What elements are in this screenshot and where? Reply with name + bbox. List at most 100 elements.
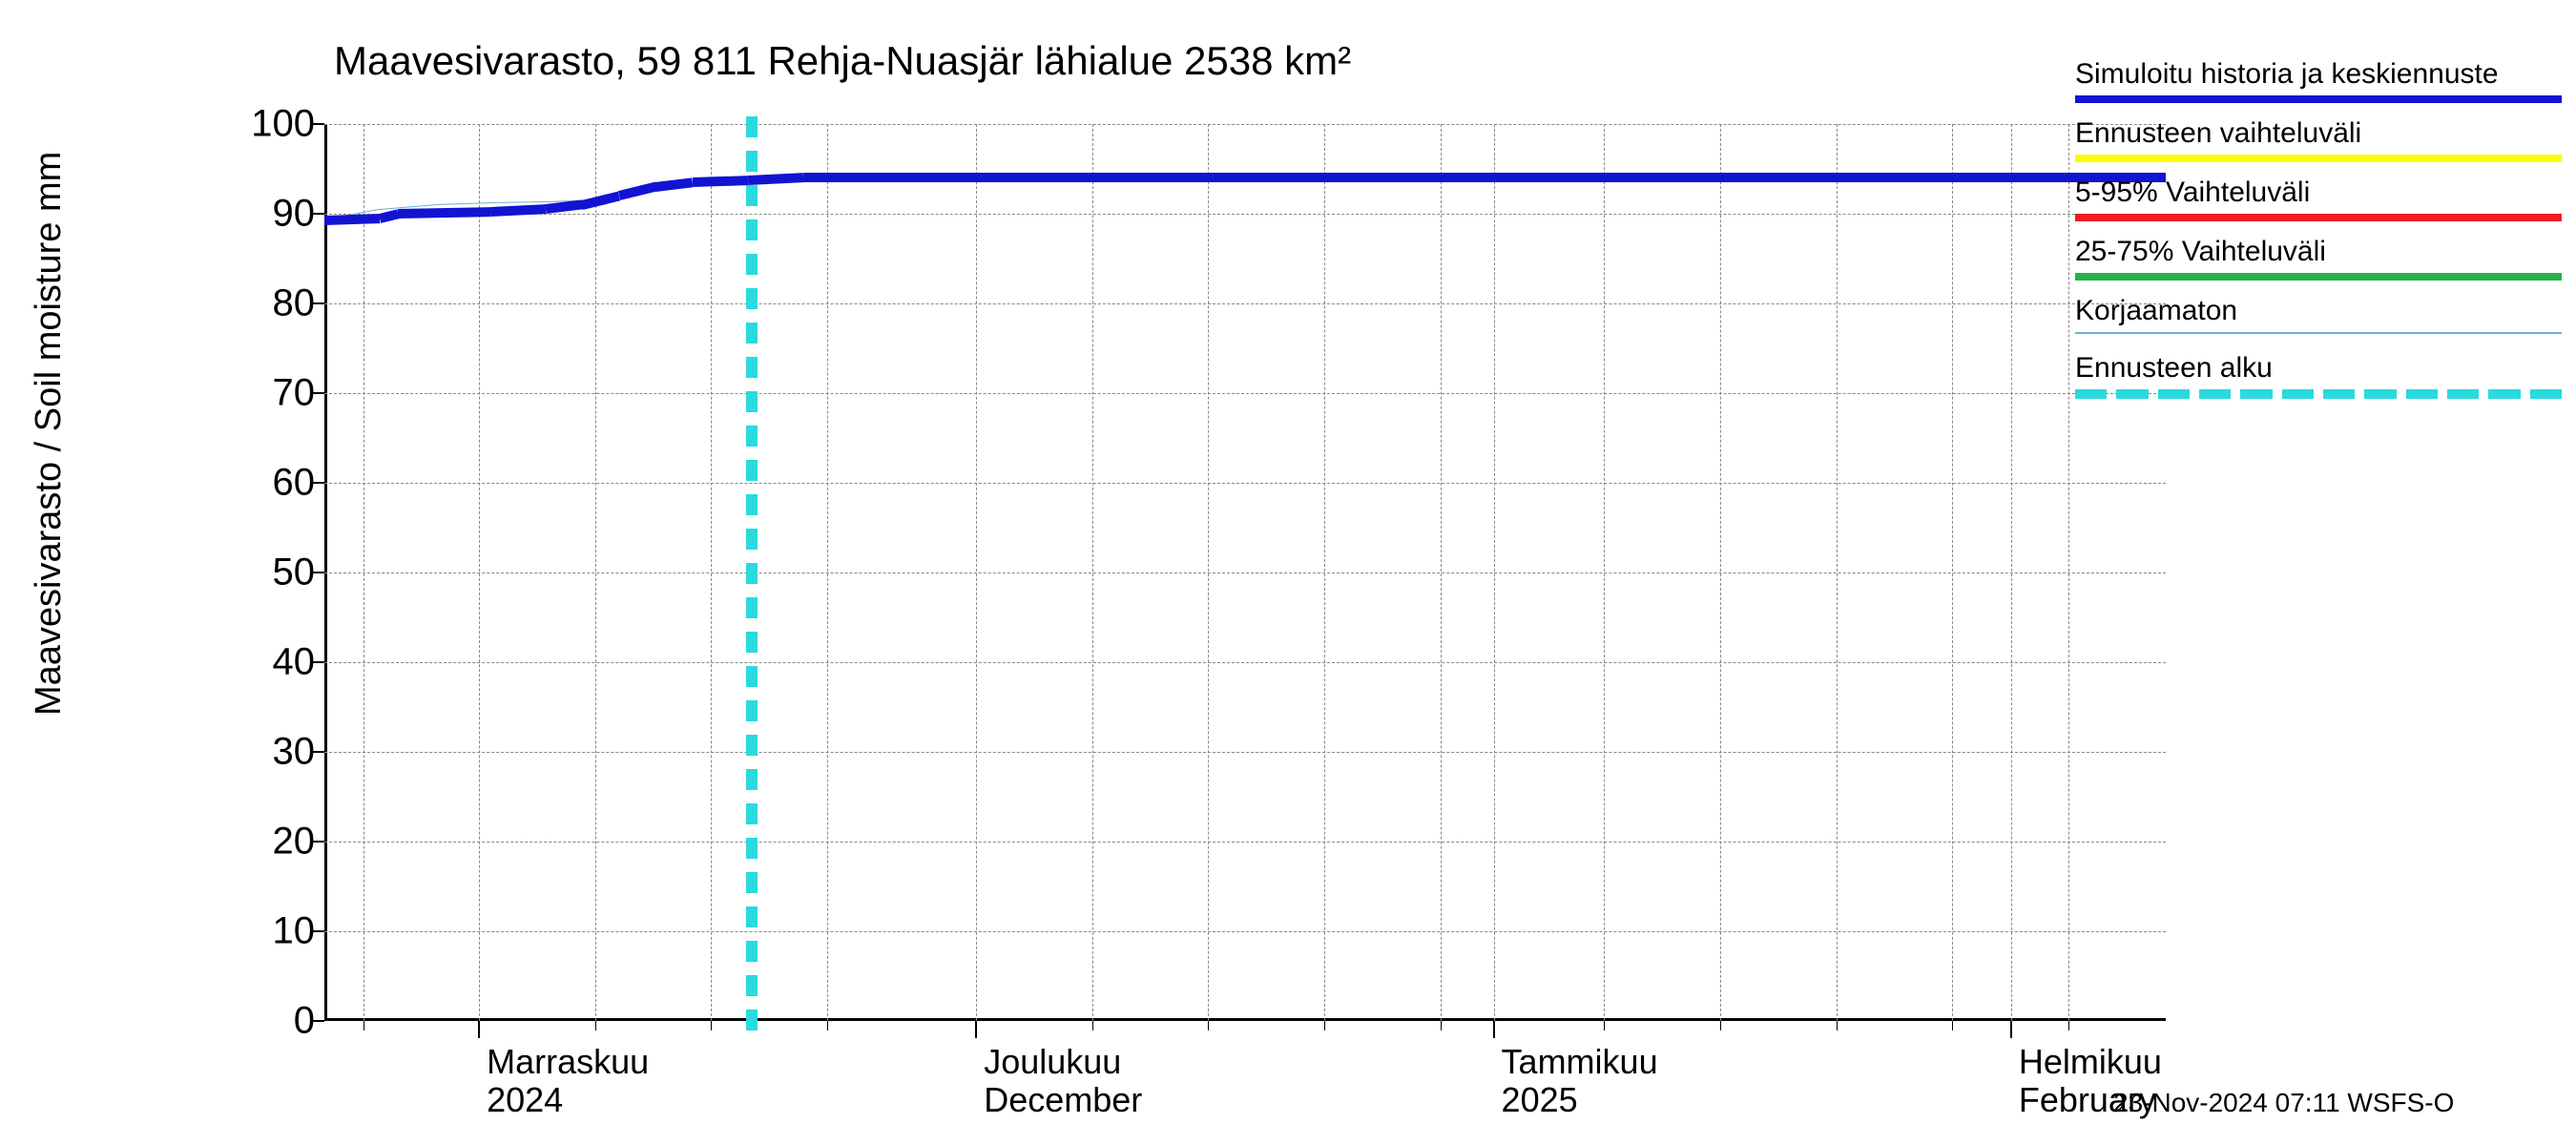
- legend-item: Simuloitu historia ja keskiennuste: [2075, 57, 2562, 103]
- gridline-h: [324, 662, 2166, 663]
- gridline-h: [324, 214, 2166, 215]
- gridline-v: [1604, 124, 1605, 1021]
- forecast-start-line: [746, 975, 758, 996]
- gridline-h: [324, 303, 2166, 304]
- xtick-minor: [1837, 1021, 1838, 1030]
- xaxis-month-label: Marraskuu: [487, 1042, 649, 1082]
- gridline-h: [324, 572, 2166, 573]
- forecast-start-line: [746, 803, 758, 824]
- gridline-v: [1837, 124, 1838, 1021]
- xtick-major: [2010, 1021, 2012, 1038]
- gridline-h: [324, 931, 2166, 932]
- series-main-segment: [748, 173, 803, 185]
- xtick-minor: [1092, 1021, 1093, 1030]
- xaxis-month-label: Tammikuu: [1502, 1042, 1658, 1082]
- xtick-minor: [711, 1021, 712, 1030]
- series-main-segment: [693, 176, 748, 187]
- xtick-minor: [1208, 1021, 1209, 1030]
- xtick-major: [478, 1021, 480, 1038]
- gridline-v: [1494, 124, 1495, 1021]
- legend-swatch: [2075, 95, 2562, 103]
- xtick-minor: [1324, 1021, 1325, 1030]
- forecast-start-line: [746, 185, 758, 206]
- forecast-start-line: [746, 426, 758, 447]
- gridline-v: [1092, 124, 1093, 1021]
- legend-item: 5-95% Vaihteluväli: [2075, 176, 2562, 221]
- chart-container: Maavesivarasto, 59 811 Rehja-Nuasjär läh…: [0, 0, 2576, 1145]
- gridline-v: [976, 124, 977, 1021]
- legend-label: 25-75% Vaihteluväli: [2075, 235, 2562, 269]
- legend-swatch: [2075, 155, 2562, 162]
- xtick-minor: [595, 1021, 596, 1030]
- ytick-label: 0: [239, 1000, 315, 1043]
- forecast-start-line: [746, 391, 758, 412]
- ytick-label: 90: [239, 193, 315, 236]
- legend-swatch: [2075, 214, 2562, 221]
- xtick-major: [975, 1021, 977, 1038]
- gridline-v: [2011, 124, 2012, 1021]
- gridline-h: [324, 124, 2166, 125]
- forecast-start-line: [746, 632, 758, 653]
- forecast-start-line: [746, 872, 758, 893]
- gridline-h: [324, 393, 2166, 394]
- gridline-v: [595, 124, 596, 1021]
- series-main-segment: [398, 207, 490, 219]
- xaxis-month-sublabel: 2024: [487, 1080, 563, 1120]
- gridline-h: [324, 842, 2166, 843]
- ytick-label: 30: [239, 731, 315, 774]
- xaxis-month-sublabel: December: [984, 1080, 1142, 1120]
- xaxis-month-label: Joulukuu: [984, 1042, 1121, 1082]
- ytick-label: 60: [239, 462, 315, 505]
- forecast-start-line: [746, 323, 758, 344]
- series-korj-segment: [490, 201, 546, 203]
- forecast-start-line: [746, 357, 758, 378]
- series-main-segment: [655, 177, 694, 192]
- series-korj-segment: [435, 202, 490, 205]
- legend-label: Simuloitu historia ja keskiennuste: [2075, 57, 2562, 92]
- gridline-v: [711, 124, 712, 1021]
- forecast-start-line: [746, 494, 758, 515]
- gridline-h: [324, 483, 2166, 484]
- xtick-major: [1493, 1021, 1495, 1038]
- forecast-start-line: [746, 116, 758, 137]
- ytick-label: 80: [239, 282, 315, 325]
- series-main-segment: [581, 191, 620, 209]
- forecast-start-line: [746, 700, 758, 721]
- legend-label: Ennusteen vaihteluväli: [2075, 116, 2562, 151]
- footer-timestamp: 23-Nov-2024 07:11 WSFS-O: [2113, 1088, 2454, 1118]
- series-main-segment: [379, 209, 400, 222]
- xtick-minor: [1952, 1021, 1953, 1030]
- legend-item: Ennusteen vaihteluväli: [2075, 116, 2562, 162]
- gridline-v: [2068, 124, 2069, 1021]
- forecast-start-line: [746, 906, 758, 927]
- chart-title: Maavesivarasto, 59 811 Rehja-Nuasjär läh…: [334, 38, 1351, 84]
- xtick-minor: [2068, 1021, 2069, 1030]
- forecast-start-line: [746, 666, 758, 687]
- legend-label: Ennusteen alku: [2075, 351, 2562, 385]
- ytick-label: 20: [239, 821, 315, 864]
- series-main-segment: [618, 182, 657, 200]
- xaxis-month-sublabel: 2025: [1502, 1080, 1578, 1120]
- xaxis-line: [324, 1018, 2166, 1021]
- forecast-start-line: [746, 254, 758, 275]
- gridline-v: [1441, 124, 1442, 1021]
- forecast-start-line: [746, 735, 758, 756]
- legend: Simuloitu historia ja keskiennuste Ennust…: [2075, 57, 2562, 412]
- gridline-v: [479, 124, 480, 1021]
- ytick-label: 40: [239, 641, 315, 684]
- ytick-label: 100: [239, 103, 315, 146]
- gridline-h: [324, 752, 2166, 753]
- yaxis-label: Maavesivarasto / Soil moisture mm: [29, 152, 70, 716]
- series-main-segment: [489, 204, 545, 217]
- ytick-label: 10: [239, 910, 315, 953]
- forecast-start-line: [746, 529, 758, 550]
- forecast-start-line: [746, 563, 758, 584]
- legend-swatch: [2075, 332, 2562, 334]
- forecast-start-line: [746, 460, 758, 481]
- ytick-label: 50: [239, 552, 315, 594]
- forecast-start-line: [746, 769, 758, 790]
- forecast-start-line: [746, 151, 758, 172]
- forecast-start-line: [746, 219, 758, 240]
- legend-swatch: [2075, 389, 2562, 399]
- legend-item: Ennusteen alku: [2075, 351, 2562, 399]
